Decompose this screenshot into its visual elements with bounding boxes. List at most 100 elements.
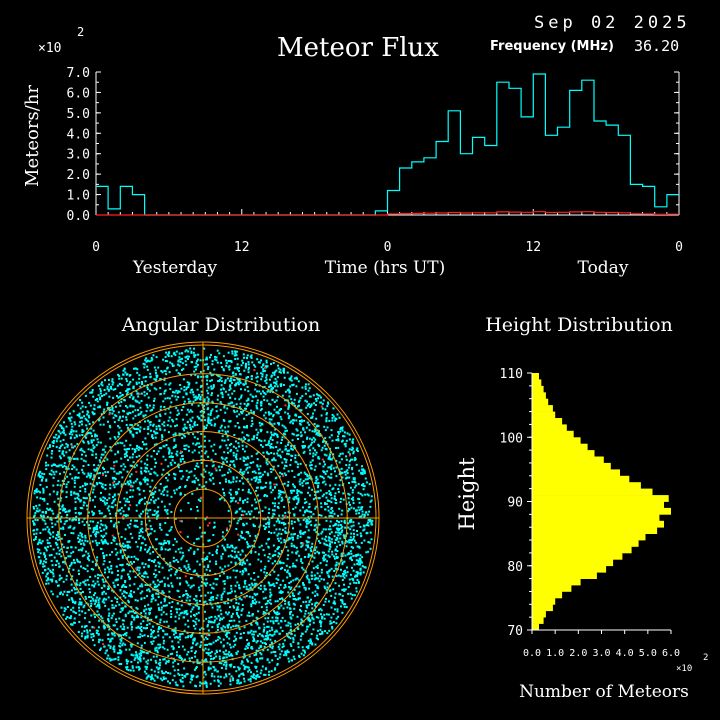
- angular-point: [255, 658, 258, 661]
- angular-point: [192, 400, 195, 403]
- angular-point: [251, 614, 254, 617]
- angular-point: [51, 526, 54, 528]
- angular-point: [267, 443, 269, 446]
- angular-point: [97, 583, 100, 586]
- angular-point: [33, 515, 35, 518]
- angular-point: [276, 441, 279, 444]
- angular-point: [292, 638, 295, 641]
- angular-point: [274, 667, 277, 670]
- angular-point: [104, 592, 107, 595]
- angular-point: [161, 434, 163, 437]
- angular-point: [117, 435, 120, 438]
- angular-point: [277, 506, 280, 509]
- angular-point: [363, 516, 366, 519]
- angular-point: [213, 619, 216, 622]
- angular-point: [101, 639, 104, 642]
- angular-point: [148, 548, 151, 551]
- angular-point: [74, 511, 77, 514]
- angular-point: [327, 402, 330, 405]
- angular-point: [317, 434, 320, 437]
- angular-point: [295, 385, 298, 388]
- angular-point: [111, 589, 114, 592]
- angular-point: [181, 677, 184, 679]
- angular-point: [239, 402, 242, 405]
- angular-point: [341, 611, 344, 614]
- angular-point: [327, 401, 329, 404]
- angular-point: [361, 556, 364, 559]
- angular-point: [302, 440, 305, 443]
- angular-point: [353, 581, 356, 584]
- angular-point: [273, 458, 275, 461]
- angular-point: [359, 560, 362, 563]
- angular-point: [212, 385, 215, 388]
- angular-point: [274, 459, 277, 462]
- angular-point: [130, 623, 133, 626]
- angular-point: [258, 390, 261, 393]
- angular-point: [356, 450, 359, 453]
- angular-point: [130, 621, 133, 623]
- angular-point: [128, 526, 131, 529]
- angular-point: [222, 638, 225, 641]
- angular-point: [140, 460, 143, 463]
- angular-point: [180, 568, 182, 571]
- angular-point: [309, 464, 311, 467]
- angular-point: [284, 619, 287, 622]
- angular-point: [118, 375, 121, 377]
- angular-point: [80, 635, 83, 638]
- angular-point: [267, 617, 270, 620]
- angular-point: [118, 480, 121, 483]
- angular-point: [87, 420, 90, 423]
- angular-point: [146, 617, 149, 619]
- angular-point: [175, 683, 178, 686]
- angular-point: [223, 405, 226, 407]
- angular-point: [206, 379, 209, 382]
- angular-point: [102, 536, 104, 539]
- angular-point: [154, 583, 157, 586]
- angular-point: [237, 442, 240, 445]
- angular-point: [72, 532, 75, 535]
- angular-point: [44, 528, 47, 531]
- angular-point: [162, 591, 165, 594]
- angular-point: [157, 630, 160, 633]
- angular-point: [290, 610, 293, 613]
- angular-point: [325, 496, 328, 499]
- angular-point: [155, 574, 158, 577]
- angular-point: [151, 493, 153, 495]
- angular-point: [310, 611, 313, 614]
- angular-point: [241, 563, 244, 566]
- angular-point: [181, 369, 183, 371]
- angular-point: [82, 567, 85, 569]
- angular-point: [262, 590, 265, 593]
- angular-point: [58, 549, 61, 552]
- angular-point: [316, 638, 319, 641]
- angular-point: [139, 627, 141, 630]
- angular-point: [183, 612, 186, 615]
- angular-point: [340, 531, 343, 534]
- angular-point: [300, 618, 303, 621]
- angular-point: [328, 436, 331, 439]
- angular-point: [232, 477, 235, 480]
- angular-point: [201, 410, 203, 412]
- angular-point: [159, 643, 162, 646]
- angular-point: [225, 649, 227, 652]
- angular-point: [118, 433, 121, 436]
- angular-point: [353, 563, 356, 566]
- angular-point: [260, 544, 263, 547]
- angular-point: [193, 550, 196, 553]
- angular-point: [75, 518, 77, 521]
- angular-point: [314, 449, 316, 452]
- angular-point: [168, 636, 171, 639]
- angular-point: [110, 467, 113, 470]
- angular-point: [143, 538, 146, 541]
- angular-point: [251, 584, 254, 587]
- angular-point: [343, 560, 346, 563]
- angular-point: [186, 381, 189, 384]
- angular-point: [307, 625, 310, 628]
- angular-point: [211, 360, 214, 363]
- angular-point: [274, 486, 276, 489]
- angular-point: [186, 631, 189, 634]
- angular-point: [269, 481, 272, 484]
- angular-point: [321, 537, 324, 540]
- angular-point: [90, 614, 93, 617]
